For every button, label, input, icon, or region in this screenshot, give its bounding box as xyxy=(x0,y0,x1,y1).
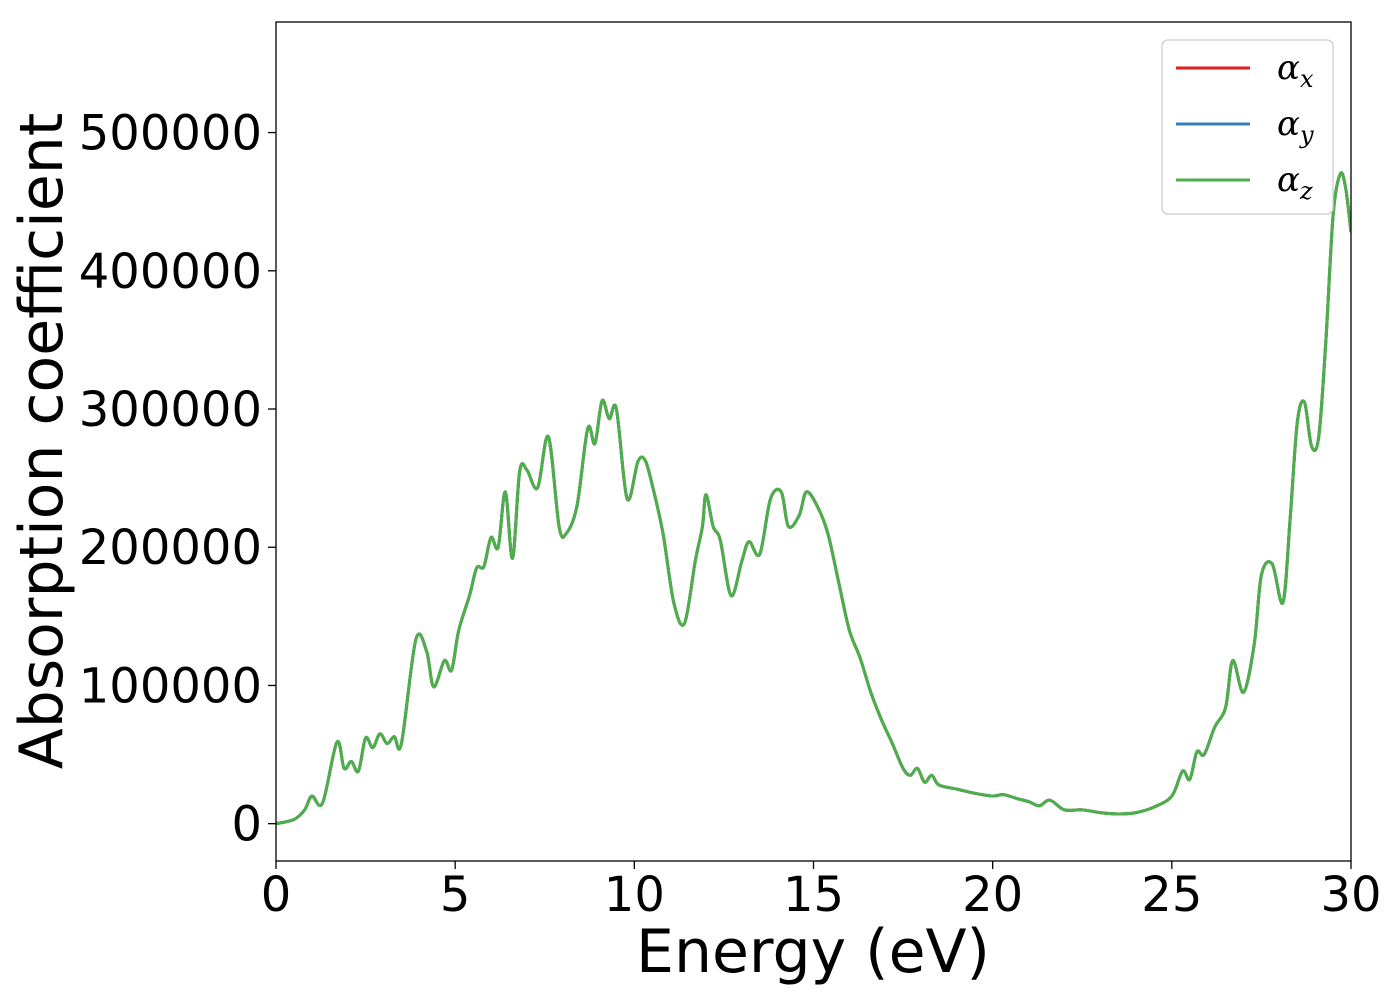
x-tick-label: 15 xyxy=(783,867,844,923)
legend-label: αz xyxy=(1277,160,1313,205)
x-tick-label: 5 xyxy=(440,867,471,923)
series-layer xyxy=(276,171,1351,826)
legend-frame xyxy=(1161,39,1334,215)
legend-label: αx xyxy=(1277,48,1314,93)
y-axis-ticks: 0 100000 200000 300000 400000 500000 xyxy=(79,106,276,853)
x-tick-label: 20 xyxy=(962,867,1023,923)
legend-label: αy xyxy=(1277,104,1314,149)
y-axis-label: Absorption coefficient xyxy=(7,113,77,770)
x-tick-label: 30 xyxy=(1320,867,1381,923)
x-tick-label: 0 xyxy=(261,867,292,923)
x-axis-ticks: 0 5 10 15 20 25 30 xyxy=(261,861,1382,923)
y-tick-label: 300000 xyxy=(79,382,262,438)
y-tick-label: 100000 xyxy=(79,658,262,714)
y-tick-label: 400000 xyxy=(79,244,262,300)
x-tick-label: 25 xyxy=(1141,867,1202,923)
series-line-3 xyxy=(276,171,1351,826)
x-axis-label: Energy (eV) xyxy=(636,917,990,987)
legend: αx αy αz xyxy=(1161,39,1334,215)
y-tick-label: 500000 xyxy=(79,106,262,162)
y-tick-label: 0 xyxy=(231,797,262,853)
x-tick-label: 10 xyxy=(604,867,665,923)
y-tick-label: 200000 xyxy=(79,520,262,576)
